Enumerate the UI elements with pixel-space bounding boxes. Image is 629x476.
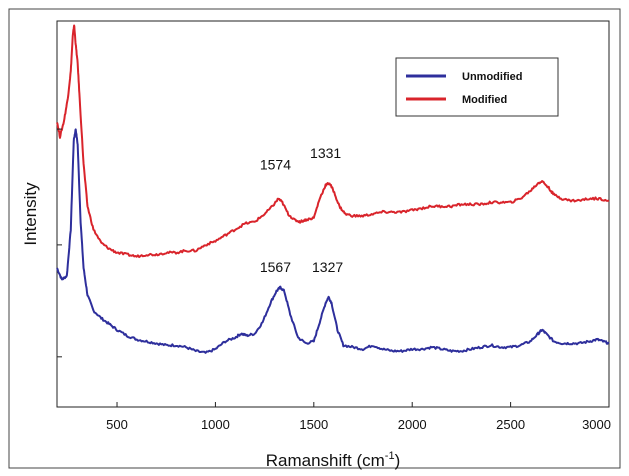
x-axis-ticks: 500 1000 1500 2000 2500 3000 — [106, 402, 611, 432]
series-line-modified — [56, 24, 610, 259]
x-tick-label-3000: 3000 — [582, 417, 611, 432]
x-tick-label-1500: 1500 — [299, 417, 328, 432]
y-axis-label: Intensity — [21, 182, 40, 246]
peak-label-1327: 1327 — [312, 259, 343, 275]
peak-label-1567: 1567 — [260, 259, 291, 275]
legend: Unmodified Modified — [395, 57, 559, 117]
figure-border — [8, 8, 621, 469]
x-tick-label-1000: 1000 — [201, 417, 230, 432]
legend-box — [395, 57, 559, 117]
peak-annotations: 1574 1331 1567 1327 — [260, 145, 344, 275]
x-axis-label-main: Ramanshift (cm — [266, 451, 385, 470]
x-tick-label-2500: 2500 — [496, 417, 525, 432]
x-axis-label-superscript: -1 — [385, 450, 395, 462]
x-axis-label-close: ) — [395, 451, 401, 470]
y-axis-ticks — [57, 128, 62, 358]
x-tick-label-2000: 2000 — [398, 417, 427, 432]
x-tick-label-500: 500 — [106, 417, 128, 432]
legend-label-unmodified: Unmodified — [462, 71, 523, 83]
peak-label-1574: 1574 — [260, 157, 291, 173]
peak-label-1331: 1331 — [310, 145, 341, 161]
series-layer — [56, 24, 610, 354]
x-axis-label: Ramanshift (cm-1) — [266, 450, 400, 470]
series-line-unmodified — [56, 128, 610, 354]
plot-frame — [56, 20, 610, 408]
legend-label-modified: Modified — [462, 94, 507, 106]
